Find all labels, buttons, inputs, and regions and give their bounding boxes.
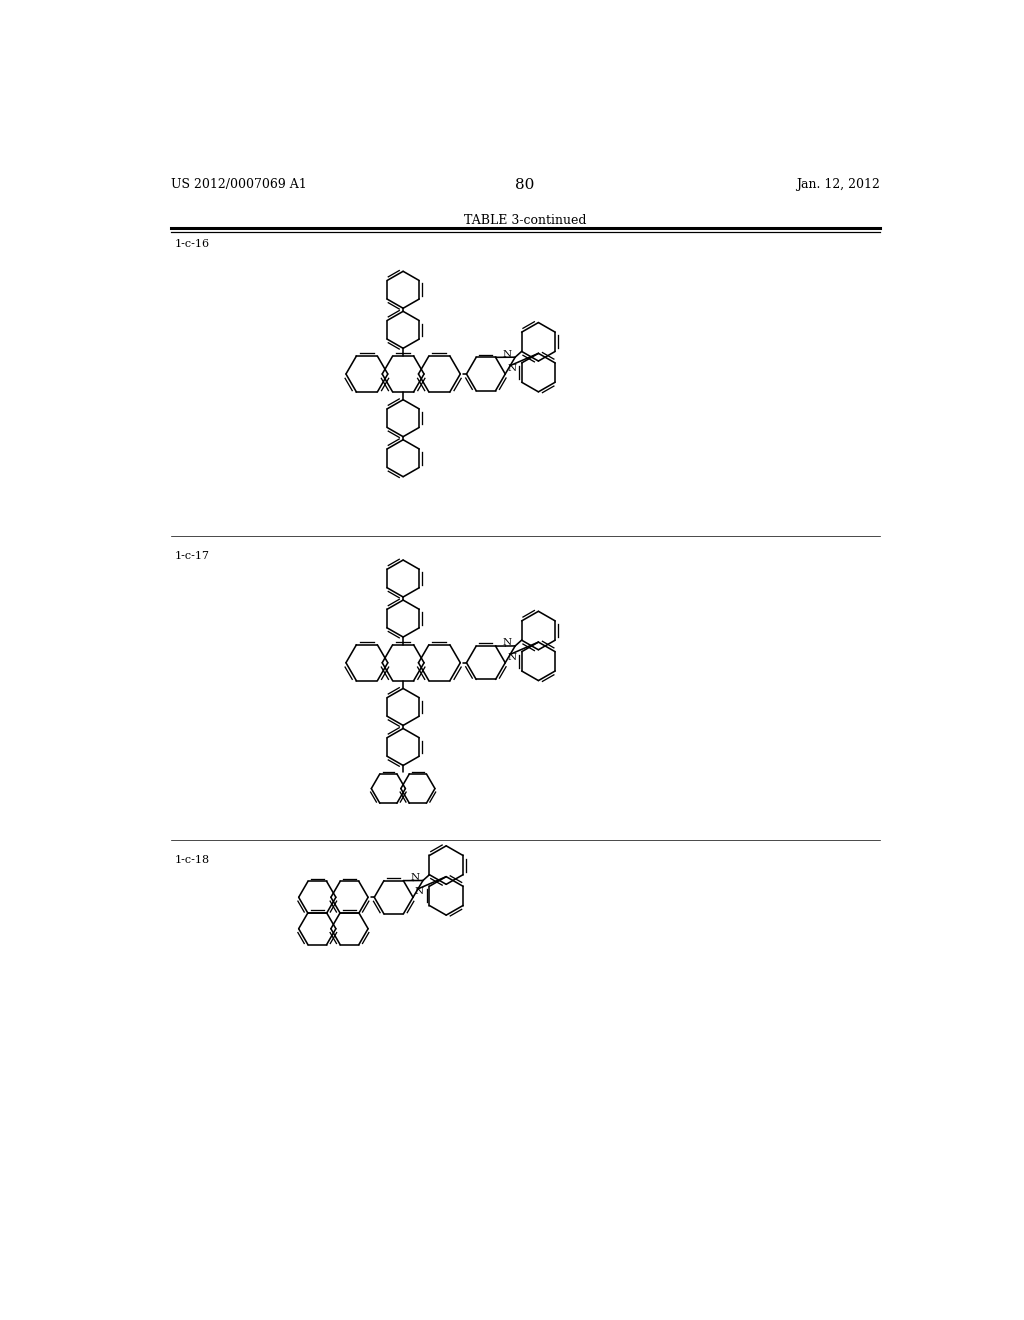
Text: 1-c-18: 1-c-18: [174, 855, 210, 865]
Text: US 2012/0007069 A1: US 2012/0007069 A1: [171, 178, 306, 190]
Text: N: N: [507, 653, 516, 661]
Text: N: N: [415, 887, 424, 896]
Text: N: N: [503, 350, 511, 359]
Text: N: N: [411, 873, 419, 882]
Text: N: N: [503, 639, 511, 647]
Text: 1-c-17: 1-c-17: [174, 552, 210, 561]
Text: 1-c-16: 1-c-16: [174, 239, 210, 249]
Text: Jan. 12, 2012: Jan. 12, 2012: [796, 178, 880, 190]
Text: TABLE 3-continued: TABLE 3-continued: [464, 214, 586, 227]
Text: 80: 80: [515, 178, 535, 191]
Text: N: N: [507, 364, 516, 374]
